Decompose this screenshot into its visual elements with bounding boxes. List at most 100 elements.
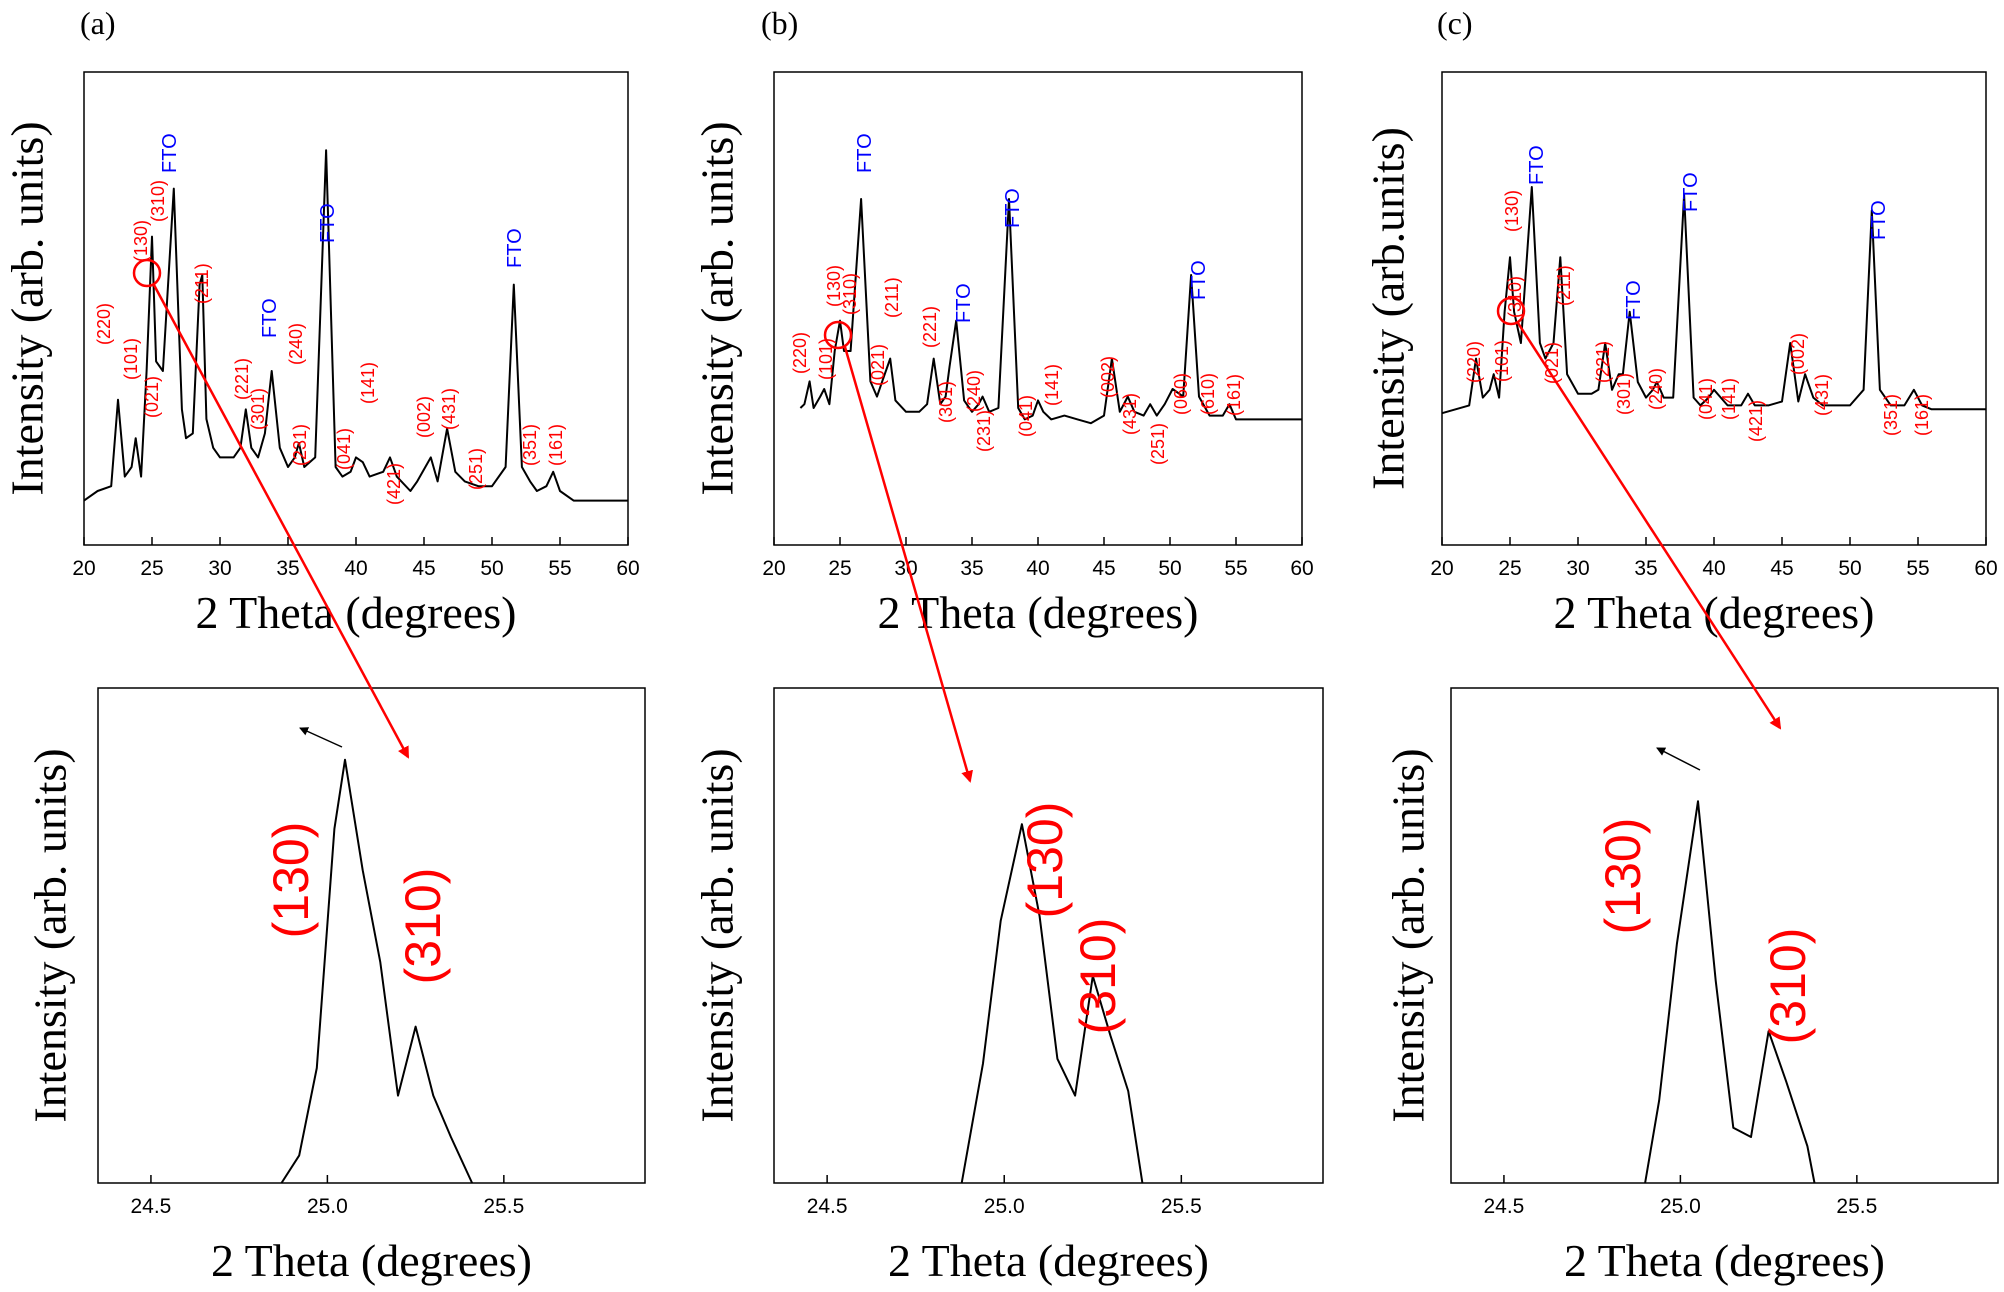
hkl-label: (310) bbox=[148, 180, 168, 222]
x-tick-label: 45 bbox=[1092, 557, 1115, 580]
zoom-hkl-label: (130) bbox=[1595, 818, 1651, 935]
fto-label: FTO bbox=[1623, 280, 1645, 320]
x-tick-label: 20 bbox=[762, 557, 785, 580]
hkl-label: (021) bbox=[868, 344, 888, 386]
fto-label: FTO bbox=[317, 203, 339, 243]
zoom-hkl-label: (130) bbox=[1017, 802, 1073, 919]
zoom-link-arrow bbox=[152, 284, 410, 759]
x-tick-label: 55 bbox=[1906, 557, 1929, 580]
y-axis-label: Intensity (arb. units) bbox=[25, 748, 76, 1122]
x-tick-label: 20 bbox=[72, 557, 95, 580]
zoom-hkl-label: (310) bbox=[1070, 918, 1126, 1035]
hkl-label: (310) bbox=[1505, 276, 1525, 318]
fto-label: FTO bbox=[259, 298, 281, 338]
chart-b-full-pattern: 20 25 30 35 40 45 50 55 60 2 Theta (degrees) Inten… bbox=[692, 5, 1314, 638]
hkl-label: (130) bbox=[131, 220, 151, 262]
chart-a-full-pattern: 20 25 30 35 40 45 50 55 60 2 Theta (degrees) Inten… bbox=[2, 5, 640, 638]
fto-label: FTO bbox=[1680, 172, 1702, 212]
fto-label: FTO bbox=[854, 133, 876, 173]
x-tick-label: 35 bbox=[1634, 557, 1657, 580]
hkl-label: (220) bbox=[94, 303, 114, 345]
x-tick-label: 45 bbox=[1770, 557, 1793, 580]
hkl-label: (301) bbox=[1614, 373, 1634, 415]
hkl-label: (041) bbox=[1696, 378, 1716, 420]
zoom-hkl-label: (130) bbox=[263, 822, 319, 939]
hkl-label: (161) bbox=[1224, 374, 1244, 416]
zoom-hkl-label: (310) bbox=[395, 868, 451, 985]
x-tick-label: 35 bbox=[276, 557, 299, 580]
zoom-link-arrow bbox=[843, 346, 973, 783]
charts-layer: 20 25 30 35 40 45 50 55 60 2 Theta (degrees) Inten… bbox=[2, 5, 1999, 1286]
x-tick-label: 50 bbox=[1838, 557, 1861, 580]
x-tick-label: 60 bbox=[1974, 557, 1997, 580]
fto-label: FTO bbox=[1526, 145, 1548, 185]
x-axis-label: 2 Theta (degrees) bbox=[1564, 1235, 1885, 1286]
x-tick-label: 50 bbox=[1158, 557, 1181, 580]
x-tick-label: 55 bbox=[1224, 557, 1247, 580]
hkl-label: (351) bbox=[1881, 394, 1901, 436]
x-tick-label: 24.5 bbox=[1483, 1195, 1524, 1218]
y-axis-label: Intensity (arb. units) bbox=[692, 121, 743, 495]
hkl-label: (211) bbox=[882, 277, 902, 318]
x-tick-label: 40 bbox=[1026, 557, 1049, 580]
hkl-label: (161) bbox=[1912, 394, 1932, 436]
series-line bbox=[1644, 800, 1816, 1184]
hkl-label: (211) bbox=[192, 263, 212, 304]
y-axis-label: Intensity (arb. units) bbox=[2, 121, 53, 495]
fto-label: FTO bbox=[1868, 200, 1890, 240]
hkl-label: (231) bbox=[290, 424, 310, 466]
hkl-label: (610) bbox=[1198, 373, 1218, 415]
hkl-label: (240) bbox=[964, 370, 984, 412]
hkl-label: (101) bbox=[121, 338, 141, 380]
hkl-label: (421) bbox=[1746, 400, 1766, 442]
chart-b-zoom: 24.5 25.0 25.5 2 Theta (degrees) Intensity (… bbox=[692, 687, 1324, 1286]
x-axis-label: 2 Theta (degrees) bbox=[1554, 587, 1875, 638]
hkl-label: (301) bbox=[936, 381, 956, 423]
x-tick-label: 25.5 bbox=[1836, 1195, 1877, 1218]
hkl-label: (221) bbox=[920, 306, 940, 348]
hkl-label: (101) bbox=[1492, 340, 1512, 382]
hkl-label: (161) bbox=[546, 424, 566, 466]
hkl-label: (002) bbox=[1788, 333, 1808, 375]
chart-c-zoom: 24.5 25.0 25.5 2 Theta (degrees) Intensity (… bbox=[1383, 687, 1999, 1286]
x-tick-label: 24.5 bbox=[130, 1195, 171, 1218]
chart-c-full-pattern: 20 25 30 35 40 45 50 55 60 2 Theta (degrees) Inten… bbox=[1363, 5, 1998, 638]
zoom-region-circle bbox=[1496, 296, 1526, 326]
x-tick-label: 25 bbox=[1498, 557, 1521, 580]
hkl-label: (141) bbox=[1719, 378, 1739, 420]
hkl-label: (220) bbox=[790, 332, 810, 374]
x-tick-label: 25.0 bbox=[307, 1195, 348, 1218]
hkl-label: (141) bbox=[1042, 364, 1062, 406]
x-tick-label: 30 bbox=[208, 557, 231, 580]
hkl-label: (021) bbox=[142, 376, 162, 418]
x-tick-label: 60 bbox=[1290, 557, 1313, 580]
panel-label: (b) bbox=[761, 5, 798, 41]
hkl-label: (041) bbox=[1016, 395, 1036, 437]
hkl-label: (421) bbox=[384, 463, 404, 505]
zoom-region-circle bbox=[132, 258, 162, 288]
x-tick-label: 25 bbox=[828, 557, 851, 580]
series-line bbox=[280, 758, 474, 1184]
x-tick-label: 24.5 bbox=[807, 1195, 848, 1218]
fto-label: FTO bbox=[1188, 260, 1210, 300]
plot-frame bbox=[1450, 687, 1999, 1184]
hkl-label: (220) bbox=[1464, 341, 1484, 383]
fto-label: FTO bbox=[1002, 188, 1024, 228]
hkl-label: (060) bbox=[1171, 373, 1191, 415]
panel-label: (c) bbox=[1437, 5, 1473, 41]
hkl-label: (351) bbox=[520, 424, 540, 466]
hkl-label: (310) bbox=[840, 273, 860, 315]
plot-frame bbox=[773, 687, 1324, 1184]
x-tick-label: 25.5 bbox=[1161, 1195, 1202, 1218]
y-axis-label: Intensity (arb. units) bbox=[1383, 748, 1434, 1122]
zoom-link-arrow bbox=[1516, 322, 1782, 730]
hkl-label: (301) bbox=[248, 388, 268, 430]
hkl-label: (240) bbox=[286, 323, 306, 365]
x-axis-label: 2 Theta (degrees) bbox=[888, 1235, 1209, 1286]
x-tick-label: 60 bbox=[616, 557, 639, 580]
x-tick-label: 20 bbox=[1430, 557, 1453, 580]
x-tick-label: 25.5 bbox=[483, 1195, 524, 1218]
x-axis-label: 2 Theta (degrees) bbox=[211, 1235, 532, 1286]
hkl-label: (002) bbox=[1098, 356, 1118, 398]
